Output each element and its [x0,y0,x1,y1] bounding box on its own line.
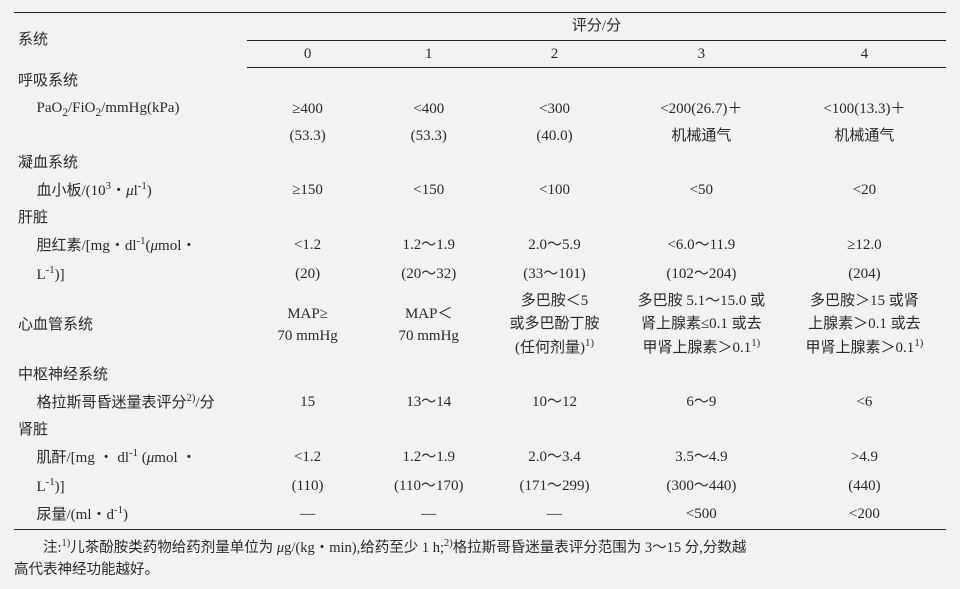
row-label: 尿量/(ml・d-1) [14,500,247,529]
cell-5-0-2: 2.0～3.4 [489,443,619,472]
table-row: 血小板/(103・μl-1)≥150<150<100<50<20 [14,176,946,205]
cell-4-0-2: 10～12 [489,388,619,417]
cell-0-0-2: <300 [489,95,619,124]
cell-2-0-4: ≥12.0 [783,231,946,260]
cell2-2-0-2: (33～101) [489,260,619,289]
cell2-5-0-4: (440) [783,472,946,501]
cell-0-0-3: <200(26.7)＋ [620,95,783,124]
sofa-score-table: 系统 评分/分 01234 呼吸系统PaO2/FiO2/mmHg(kPa)≥40… [14,12,946,530]
cell-2-0-3: <6.0～11.9 [620,231,783,260]
table-row: 心血管系统MAP≥70 mmHgMAP＜70 mmHg多巴胺＜5或多巴酚丁胺(任… [14,288,946,362]
header-score-0: 0 [247,40,368,68]
cell-5-1-1: — [368,500,489,529]
cell-5-1-0: — [247,500,368,529]
cell-3-0-2: 多巴胺＜5或多巴酚丁胺(任何剂量)1) [489,288,619,362]
table-row: 胆红素/[mg・dl-1(μmol・<1.21.2～1.92.0～5.9<6.0… [14,231,946,260]
cell-4-0-0: 15 [247,388,368,417]
cell-5-0-0: <1.2 [247,443,368,472]
table-row: PaO2/FiO2/mmHg(kPa)≥400<400<300<200(26.7… [14,95,946,124]
section-title-5: 肾脏 [14,417,946,444]
header-score-1: 1 [368,40,489,68]
table-row: (53.3)(53.3)(40.0)机械通气机械通气 [14,123,946,150]
cell-5-1-4: <200 [783,500,946,529]
cell-1-0-0: ≥150 [247,176,368,205]
row-label: 血小板/(103・μl-1) [14,176,247,205]
section-title-4: 中枢神经系统 [14,362,946,389]
cell2-0-0-0: (53.3) [247,123,368,150]
cell2-2-0-3: (102～204) [620,260,783,289]
cell-5-1-2: — [489,500,619,529]
cell-2-0-2: 2.0～5.9 [489,231,619,260]
cell-3-0-4: 多巴胺＞15 或肾上腺素＞0.1 或去甲肾上腺素＞0.11) [783,288,946,362]
cell2-0-0-4: 机械通气 [783,123,946,150]
section-title-1: 凝血系统 [14,150,946,177]
cell-1-0-1: <150 [368,176,489,205]
row-label: 胆红素/[mg・dl-1(μmol・ [14,231,247,260]
row-label: PaO2/FiO2/mmHg(kPa) [14,95,247,124]
header-score-group: 评分/分 [247,13,946,41]
cell2-0-0-3: 机械通气 [620,123,783,150]
cell-0-0-0: ≥400 [247,95,368,124]
cell-4-0-4: <6 [783,388,946,417]
table-row: 尿量/(ml・d-1)———<500<200 [14,500,946,529]
cell-1-0-3: <50 [620,176,783,205]
cell-1-0-2: <100 [489,176,619,205]
table-row: 肌酐/[mg ・ dl-1 (μmol ・<1.21.2～1.92.0～3.43… [14,443,946,472]
row-label: 肌酐/[mg ・ dl-1 (μmol ・ [14,443,247,472]
cell-5-0-4: >4.9 [783,443,946,472]
row-label2 [14,123,247,150]
cell2-5-0-1: (110～170) [368,472,489,501]
cell-4-0-1: 13～14 [368,388,489,417]
row-label2: L-1)] [14,260,247,289]
cell2-5-0-0: (110) [247,472,368,501]
row-label: 心血管系统 [14,288,247,362]
table-row: L-1)](20)(20～32)(33～101)(102～204)(204) [14,260,946,289]
cell-1-0-4: <20 [783,176,946,205]
header-score-2: 2 [489,40,619,68]
cell2-5-0-3: (300～440) [620,472,783,501]
cell2-5-0-2: (171～299) [489,472,619,501]
header-system: 系统 [14,13,247,68]
table-row: L-1)](110)(110～170)(171～299)(300～440)(44… [14,472,946,501]
cell-3-0-3: 多巴胺 5.1～15.0 或肾上腺素≤0.1 或去甲肾上腺素＞0.11) [620,288,783,362]
row-label: 格拉斯哥昏迷量表评分2)/分 [14,388,247,417]
cell-3-0-1: MAP＜70 mmHg [368,288,489,362]
cell-3-0-0: MAP≥70 mmHg [247,288,368,362]
section-title-0: 呼吸系统 [14,68,946,95]
cell-0-0-4: <100(13.3)＋ [783,95,946,124]
cell2-2-0-1: (20～32) [368,260,489,289]
cell-2-0-0: <1.2 [247,231,368,260]
cell2-0-0-1: (53.3) [368,123,489,150]
section-title-2: 肝脏 [14,205,946,232]
cell-5-1-3: <500 [620,500,783,529]
cell-5-0-1: 1.2～1.9 [368,443,489,472]
cell-4-0-3: 6～9 [620,388,783,417]
cell-2-0-1: 1.2～1.9 [368,231,489,260]
cell-5-0-3: 3.5～4.9 [620,443,783,472]
cell-0-0-1: <400 [368,95,489,124]
cell2-2-0-0: (20) [247,260,368,289]
cell2-0-0-2: (40.0) [489,123,619,150]
header-score-4: 4 [783,40,946,68]
table-row: 格拉斯哥昏迷量表评分2)/分1513～1410～126～9<6 [14,388,946,417]
row-label2: L-1)] [14,472,247,501]
header-score-3: 3 [620,40,783,68]
footnote: 注:1)儿茶酚胺类药物给药剂量单位为 μg/(kg・min),给药至少 1 h;… [14,536,946,582]
cell2-2-0-4: (204) [783,260,946,289]
